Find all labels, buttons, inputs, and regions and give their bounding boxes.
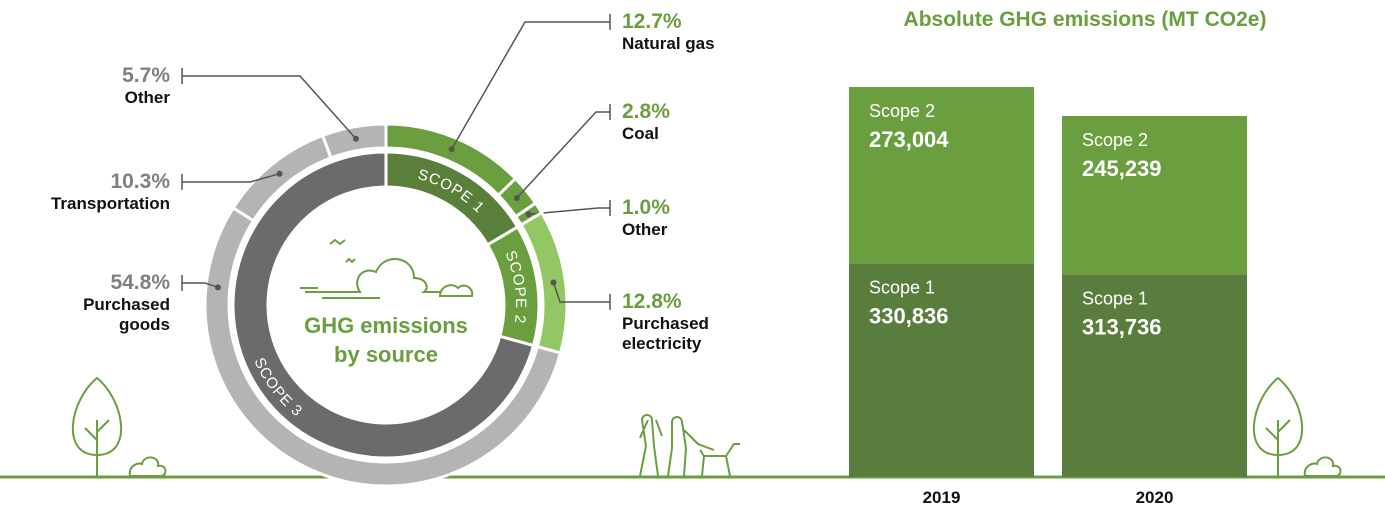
leader-dot xyxy=(550,279,557,286)
leader-line xyxy=(450,21,610,150)
segment-name: Other xyxy=(124,88,170,107)
value-label: 10.3% xyxy=(110,170,170,193)
segment-name: Coal xyxy=(622,124,659,143)
segment-name: Purchased goods xyxy=(83,295,170,335)
bar-segment xyxy=(849,87,1034,264)
data-label: 330,836 xyxy=(869,303,949,328)
bar-segment xyxy=(1062,115,1247,275)
value-label: 5.7% xyxy=(122,64,170,87)
data-label: 245,239 xyxy=(1082,156,1162,181)
segment-name: Natural gas xyxy=(622,34,715,53)
segment-name: Purchased electricity xyxy=(622,314,709,354)
value-label: 54.8% xyxy=(110,271,170,294)
leader-line xyxy=(182,75,357,140)
leader-dot xyxy=(525,211,532,218)
bar-segment xyxy=(1062,274,1247,477)
scope-ring xyxy=(231,150,536,460)
bar-title: Absolute GHG emissions (MT CO2e) xyxy=(903,8,1267,31)
leader-line xyxy=(552,282,610,303)
x-tick-label: 2020 xyxy=(1136,488,1174,507)
segment-name: Scope 1 xyxy=(869,277,935,297)
leader-dot xyxy=(276,170,283,177)
leader-line xyxy=(516,111,610,199)
donut-title: GHG emissions by source xyxy=(304,313,468,367)
leader-line xyxy=(528,207,610,216)
value-label: 12.8% xyxy=(622,290,682,313)
value-label: 12.7% xyxy=(622,10,682,33)
leader-line xyxy=(182,282,219,289)
leader-line xyxy=(182,172,280,183)
segment-name: Other xyxy=(622,220,668,239)
value-label: 2.8% xyxy=(622,100,670,123)
segment-name: Scope 2 xyxy=(869,101,935,121)
leader-dot xyxy=(214,284,221,291)
segment-name: Scope 1 xyxy=(1082,288,1148,308)
bar-segment xyxy=(849,263,1034,477)
x-tick-label: 2019 xyxy=(923,488,961,507)
value-label: 1.0% xyxy=(622,196,670,219)
segment-name: Scope 2 xyxy=(1082,130,1148,150)
segment-name: Transportation xyxy=(50,194,170,213)
leader-dot xyxy=(513,194,520,201)
leader-dot xyxy=(448,146,455,153)
leader-dot xyxy=(352,135,359,142)
data-label: 273,004 xyxy=(869,127,949,152)
data-label: 313,736 xyxy=(1082,314,1162,339)
